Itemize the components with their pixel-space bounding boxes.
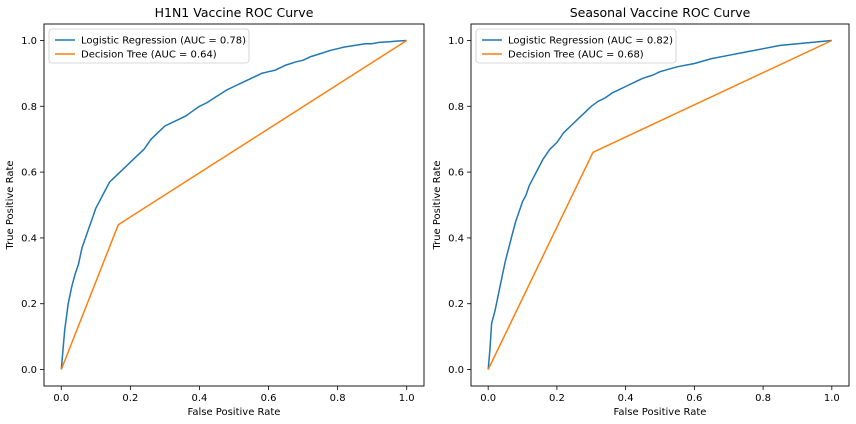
y-tick-label: 0.4 [21, 233, 37, 244]
plot-frame [470, 23, 850, 387]
decision-tree-line [487, 39, 833, 370]
y-tick-label: 0.6 [21, 168, 37, 179]
legend-box [48, 28, 250, 64]
y-tick-label: 0.8 [448, 102, 464, 113]
x-tick-label: 0.2 [122, 393, 138, 404]
x-tick-label: 0.8 [330, 393, 346, 404]
y-tick-label: 0.6 [448, 168, 464, 179]
x-tick-label: 0.8 [755, 393, 771, 404]
plot-frame [43, 23, 425, 387]
y-tick-label: 1.0 [448, 36, 464, 47]
y-tick-label: 0.8 [21, 102, 37, 113]
y-tick-label: 0.2 [448, 299, 464, 310]
x-tick-label: 0.4 [192, 393, 208, 404]
x-tick-label: 1.0 [399, 393, 415, 404]
x-axis-label: False Positive Rate [188, 407, 281, 418]
x-tick-label: 0.6 [261, 393, 277, 404]
x-axis-label: False Positive Rate [614, 407, 707, 418]
legend-entry: Decision Tree (AUC = 0.64) [81, 50, 217, 61]
y-tick-label: 0.2 [21, 299, 37, 310]
y-tick-label: 0.0 [448, 365, 464, 376]
chart-title: H1N1 Vaccine ROC Curve [155, 5, 314, 20]
x-tick-label: 0.0 [53, 393, 69, 404]
x-tick-label: 0.0 [480, 393, 496, 404]
logistic-regression-line [60, 39, 407, 370]
chart-2: Seasonal Vaccine ROC Curve 0.0 0.2 0.4 0.6 0.… [432, 5, 850, 418]
x-tick-label: 0.4 [618, 393, 634, 404]
x-tick-label: 0.2 [549, 393, 565, 404]
y-tick-label: 0.4 [448, 233, 464, 244]
chart-title: Seasonal Vaccine ROC Curve [570, 5, 751, 20]
y-tick-label: 1.0 [21, 36, 37, 47]
legend-box [475, 28, 677, 64]
logistic-regression-line [487, 39, 832, 370]
y-tick-label: 0.0 [21, 365, 37, 376]
legend-entry: Logistic Regression (AUC = 0.82) [508, 36, 673, 47]
y-axis-label: True Positive Rate [432, 160, 443, 250]
legend-entry: Decision Tree (AUC = 0.68) [508, 50, 644, 61]
y-axis-label: True Positive Rate [5, 160, 16, 250]
chart-1: H1N1 Vaccine ROC Curve 0.0 0.2 0.4 0.6 0.8 1.0… [5, 5, 425, 418]
x-tick-label: 1.0 [824, 393, 840, 404]
legend-entry: Logistic Regression (AUC = 0.78) [81, 36, 246, 47]
decision-tree-line [60, 39, 408, 370]
x-tick-label: 0.6 [686, 393, 702, 404]
